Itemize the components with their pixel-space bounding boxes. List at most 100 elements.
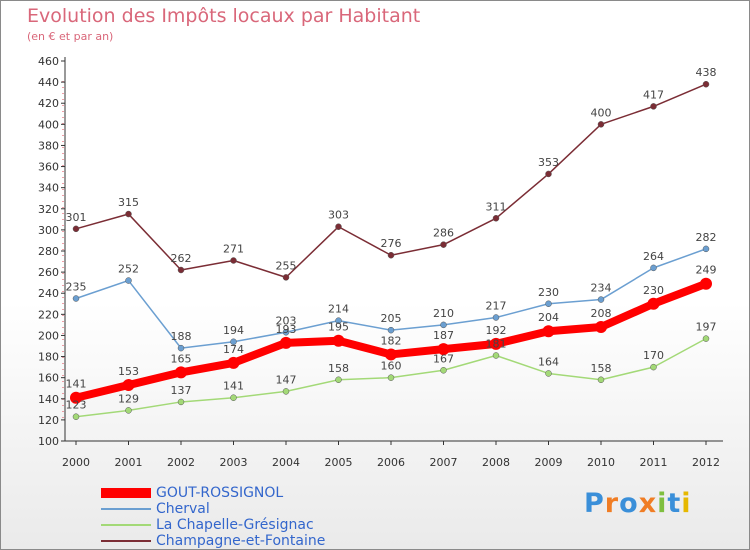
x-tick-label: 2001 bbox=[115, 456, 143, 469]
legend-swatch bbox=[101, 540, 151, 542]
data-label: 353 bbox=[538, 156, 559, 169]
data-label: 217 bbox=[486, 300, 507, 313]
data-label: 182 bbox=[381, 334, 402, 347]
legend-label: GOUT-ROSSIGNOL bbox=[156, 485, 284, 501]
data-label: 234 bbox=[591, 282, 612, 295]
data-point bbox=[282, 388, 290, 395]
data-point bbox=[230, 257, 237, 264]
y-tick-label: 340 bbox=[38, 182, 59, 195]
data-label: 195 bbox=[328, 321, 349, 334]
legend-item-cherval: Cherval bbox=[101, 501, 361, 517]
y-tick-label: 380 bbox=[38, 139, 59, 152]
x-tick-label: 2009 bbox=[535, 456, 563, 469]
data-point bbox=[545, 300, 552, 308]
data-label: 230 bbox=[538, 286, 559, 299]
data-label: 170 bbox=[643, 349, 664, 362]
data-point bbox=[437, 343, 450, 356]
x-tick-label: 2012 bbox=[692, 456, 720, 469]
data-label: 160 bbox=[381, 360, 402, 373]
x-tick-label: 2010 bbox=[587, 456, 615, 469]
data-point bbox=[177, 398, 185, 406]
data-point bbox=[440, 367, 447, 374]
data-label: 167 bbox=[433, 352, 454, 365]
data-point bbox=[125, 407, 132, 414]
y-tick-label: 100 bbox=[38, 435, 59, 448]
y-tick-label: 120 bbox=[38, 414, 59, 427]
y-tick-label: 440 bbox=[38, 76, 59, 89]
data-label: 271 bbox=[223, 243, 244, 256]
data-label: 147 bbox=[276, 373, 297, 386]
data-label: 204 bbox=[538, 311, 559, 324]
y-tick-label: 140 bbox=[38, 393, 59, 406]
data-point bbox=[597, 296, 605, 303]
x-tick-label: 2007 bbox=[430, 456, 458, 469]
x-tick-label: 2008 bbox=[482, 456, 510, 469]
data-point bbox=[702, 335, 710, 342]
data-label: 193 bbox=[276, 323, 297, 336]
legend-item-gout-rossignol: GOUT-ROSSIGNOL bbox=[101, 485, 361, 501]
data-point bbox=[647, 297, 660, 310]
data-point bbox=[597, 121, 605, 128]
legend: GOUT-ROSSIGNOL Cherval La Chapelle-Grési… bbox=[101, 485, 361, 549]
data-label: 181 bbox=[486, 338, 507, 351]
x-tick-label: 2002 bbox=[167, 456, 195, 469]
data-label: 264 bbox=[643, 250, 664, 263]
legend-swatch bbox=[101, 508, 151, 510]
y-tick-label: 160 bbox=[38, 372, 59, 385]
legend-item-champagne-et-fontaine: Champagne-et-Fontaine bbox=[101, 533, 361, 549]
data-label: 208 bbox=[591, 307, 612, 320]
data-point bbox=[492, 314, 500, 321]
data-label: 165 bbox=[171, 352, 192, 365]
data-label: 262 bbox=[171, 252, 192, 265]
data-point bbox=[230, 338, 237, 346]
data-label: 197 bbox=[696, 321, 717, 334]
data-label: 301 bbox=[66, 211, 87, 224]
data-point bbox=[597, 376, 605, 384]
data-point bbox=[650, 264, 657, 272]
data-point bbox=[702, 245, 710, 253]
data-point bbox=[545, 370, 552, 377]
data-point bbox=[282, 329, 290, 336]
data-point bbox=[227, 356, 240, 369]
line-chart: 100 120 140 160 180 200 220 240 260 280 300 320 340 3… bbox=[38, 55, 723, 469]
legend-label: Cherval bbox=[156, 501, 210, 517]
y-tick-label: 280 bbox=[38, 245, 59, 258]
logo-letter: i bbox=[657, 488, 668, 519]
data-point bbox=[125, 210, 132, 218]
data-point bbox=[125, 277, 132, 284]
data-label: 311 bbox=[486, 200, 507, 213]
data-label: 315 bbox=[118, 196, 139, 209]
data-label: 282 bbox=[696, 231, 717, 244]
legend-label: Champagne-et-Fontaine bbox=[156, 533, 326, 549]
data-label: 255 bbox=[276, 259, 297, 272]
y-tick-label: 360 bbox=[38, 161, 59, 174]
data-point bbox=[492, 215, 500, 222]
data-point bbox=[72, 413, 80, 420]
legend-label: La Chapelle-Grésignac bbox=[156, 517, 314, 533]
data-point bbox=[70, 391, 82, 404]
logo-letter: P bbox=[584, 488, 605, 519]
data-point bbox=[72, 295, 80, 302]
data-label: 417 bbox=[643, 88, 664, 101]
data-label: 210 bbox=[433, 307, 454, 320]
legend-swatch bbox=[101, 488, 151, 498]
data-label: 129 bbox=[118, 392, 139, 405]
data-label: 235 bbox=[66, 281, 87, 294]
legend-swatch bbox=[101, 524, 151, 526]
data-label: 164 bbox=[538, 355, 559, 368]
x-tick-label: 2006 bbox=[377, 456, 405, 469]
data-label: 192 bbox=[486, 324, 507, 337]
proxiti-logo: Proxiti bbox=[584, 488, 692, 519]
data-point bbox=[387, 251, 395, 259]
y-tick-label: 400 bbox=[38, 118, 59, 131]
y-tick-label: 200 bbox=[38, 329, 59, 342]
y-tick-label: 420 bbox=[38, 97, 59, 110]
data-label: 230 bbox=[643, 284, 664, 297]
logo-letter: t bbox=[667, 488, 682, 519]
data-label: 187 bbox=[433, 329, 454, 342]
data-point bbox=[700, 277, 712, 290]
data-point bbox=[230, 394, 237, 401]
x-tick-label: 2011 bbox=[640, 456, 668, 469]
data-point bbox=[335, 376, 342, 384]
